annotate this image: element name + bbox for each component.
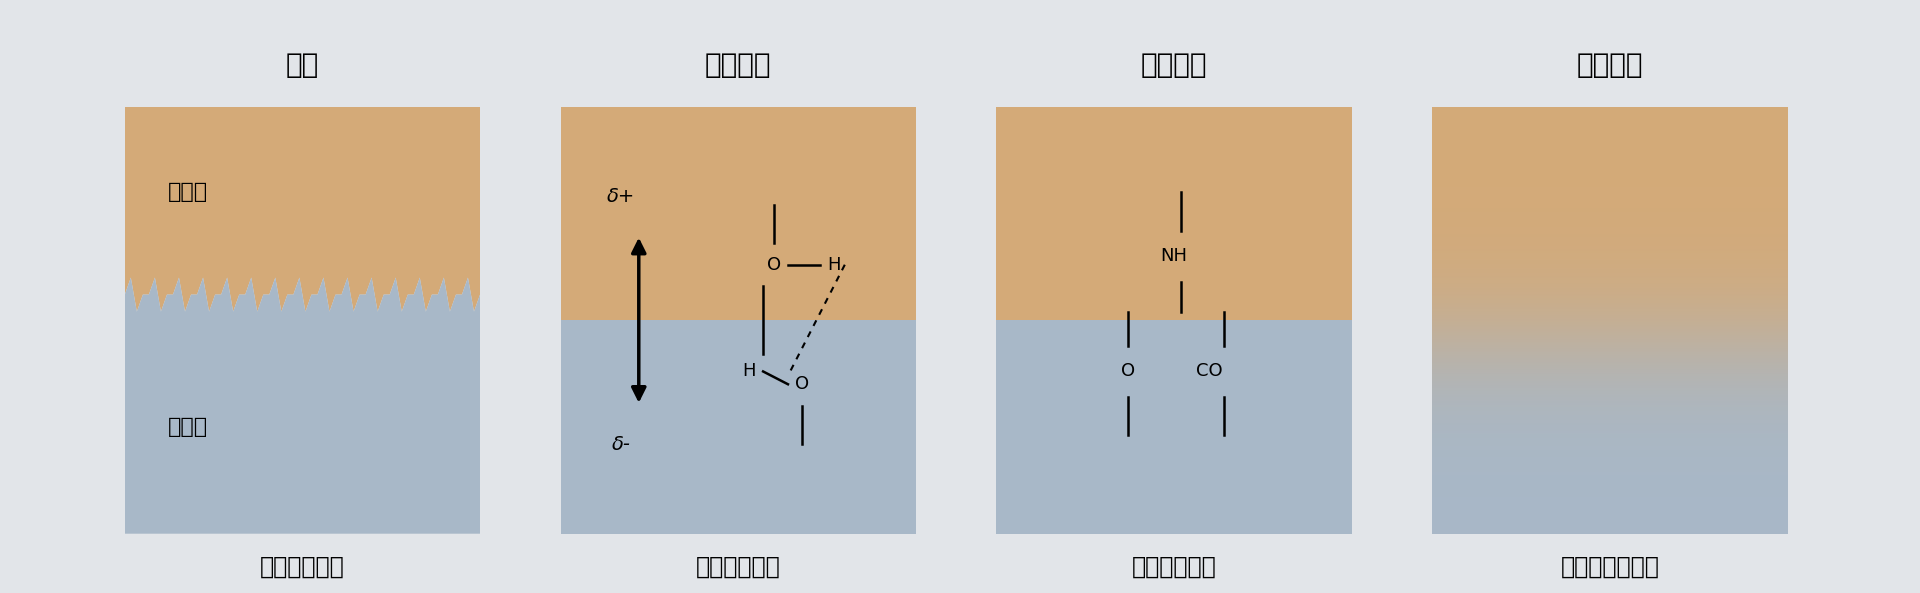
Text: 接着剤: 接着剤 bbox=[167, 182, 207, 202]
Text: CO: CO bbox=[1196, 362, 1223, 381]
Text: 投錨: 投錨 bbox=[286, 51, 319, 79]
Bar bbox=[561, 107, 916, 320]
Text: δ+: δ+ bbox=[607, 187, 636, 206]
Text: 化学結合: 化学結合 bbox=[1140, 51, 1208, 79]
Text: δ-: δ- bbox=[612, 435, 630, 454]
Text: O: O bbox=[1121, 362, 1135, 381]
Text: アンカー効果: アンカー効果 bbox=[259, 554, 346, 578]
Text: 静電効果: 静電効果 bbox=[705, 51, 772, 79]
Text: ウレタン結合: ウレタン結合 bbox=[1131, 554, 1217, 578]
Text: O: O bbox=[766, 256, 781, 274]
Text: O: O bbox=[795, 375, 808, 393]
Text: NH: NH bbox=[1160, 247, 1188, 265]
Bar bbox=[996, 107, 1352, 320]
Text: H: H bbox=[828, 256, 841, 274]
Bar bbox=[561, 320, 916, 534]
Text: 分子間力結合: 分子間力結合 bbox=[695, 554, 781, 578]
Text: 相互拡散: 相互拡散 bbox=[1576, 51, 1644, 79]
Bar bbox=[996, 320, 1352, 534]
Polygon shape bbox=[125, 107, 480, 312]
Text: 分子の絡み合い: 分子の絡み合い bbox=[1561, 554, 1659, 578]
Text: H: H bbox=[743, 362, 756, 381]
Polygon shape bbox=[125, 278, 480, 534]
Text: 被着体: 被着体 bbox=[167, 417, 207, 437]
